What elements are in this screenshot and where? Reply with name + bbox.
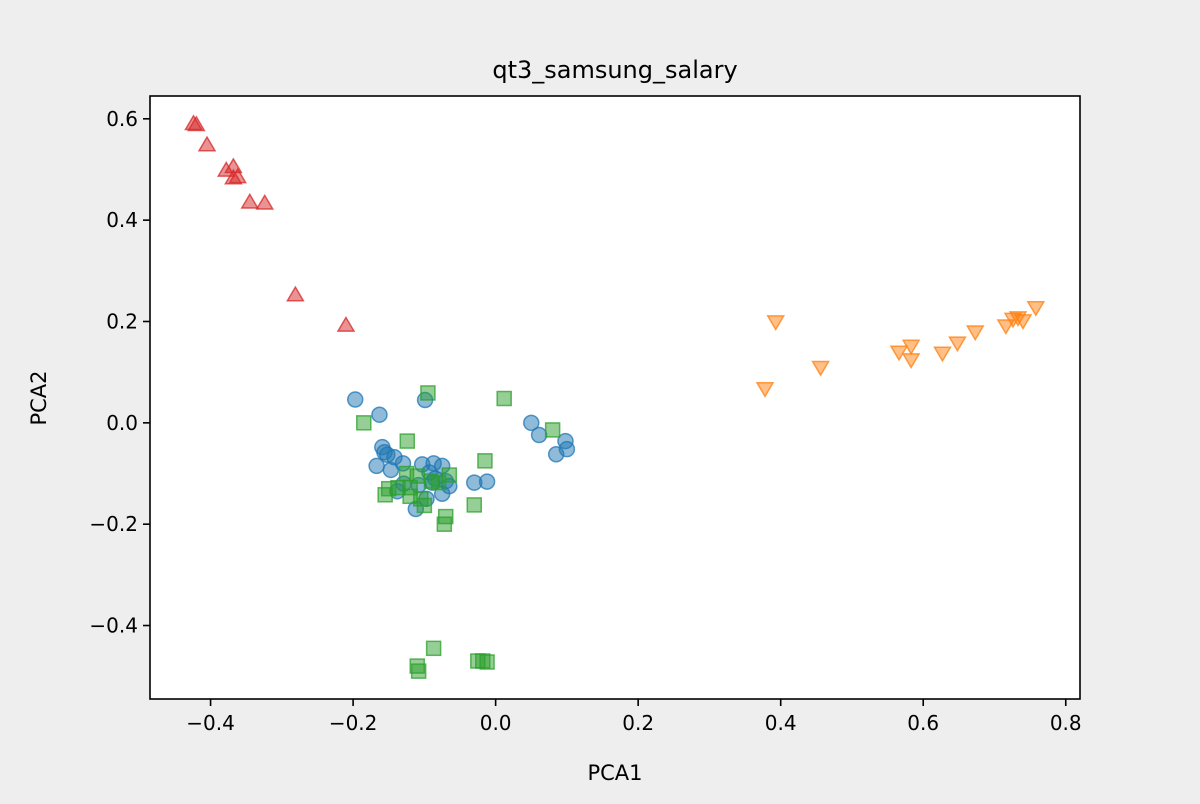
data-point <box>965 325 985 342</box>
data-point <box>240 192 260 209</box>
plot-area <box>150 96 1080 699</box>
data-point <box>901 339 921 356</box>
y-tick-label: −0.4 <box>89 614 138 638</box>
x-tick-label: 0.2 <box>622 711 654 735</box>
data-point <box>466 497 483 513</box>
data-point <box>479 654 495 670</box>
data-point <box>390 479 406 496</box>
x-tick-label: 0.8 <box>1050 711 1082 735</box>
data-point <box>544 422 561 438</box>
y-tick-label: 0.6 <box>106 107 138 131</box>
y-tick-label: 0.2 <box>106 309 138 333</box>
data-point <box>336 316 356 332</box>
data-point <box>346 391 364 408</box>
data-point <box>530 426 548 444</box>
x-axis-label: PCA1 <box>587 761 642 785</box>
x-tick-label: −0.2 <box>329 711 378 735</box>
y-tick-label: 0.4 <box>106 208 138 232</box>
data-point <box>356 415 372 431</box>
data-point <box>436 516 453 532</box>
data-point <box>416 497 433 514</box>
x-tick-label: 0.4 <box>765 711 797 735</box>
data-point <box>255 193 275 210</box>
data-point <box>996 319 1016 336</box>
data-point <box>901 353 921 369</box>
data-point <box>187 115 206 132</box>
x-tick-label: 0.6 <box>907 711 939 735</box>
y-tick-label: 0.0 <box>106 411 138 435</box>
data-point <box>377 487 393 503</box>
data-point <box>286 285 305 302</box>
data-point <box>478 473 496 490</box>
data-point <box>933 346 952 363</box>
data-point <box>399 433 416 449</box>
series-triangle_up <box>184 114 356 332</box>
data-point <box>558 440 576 458</box>
data-point <box>368 457 385 475</box>
data-points <box>184 114 1046 679</box>
data-point <box>420 385 436 401</box>
data-point <box>496 390 512 407</box>
data-point <box>811 360 830 377</box>
data-point <box>425 640 442 657</box>
series-triangle_down <box>755 300 1046 398</box>
plot-frame <box>149 95 1081 700</box>
data-point <box>948 336 967 353</box>
x-axis-ticks: −0.4 −0.2 0.0 0.2 0.4 0.6 0.8 <box>186 699 1082 735</box>
data-point <box>1013 314 1033 330</box>
data-point <box>1026 300 1046 317</box>
data-point <box>766 315 786 331</box>
data-point <box>477 453 493 469</box>
data-point <box>889 345 909 362</box>
chart-title: qt3_samsung_salary <box>492 56 737 84</box>
x-tick-label: 0.0 <box>480 711 512 735</box>
data-point <box>371 406 388 423</box>
y-axis-label: PCA2 <box>27 370 51 425</box>
data-point <box>523 414 540 432</box>
y-tick-label: −0.2 <box>89 512 138 536</box>
data-point <box>430 474 447 491</box>
series-square <box>356 385 561 679</box>
x-tick-label: −0.4 <box>186 711 235 735</box>
y-axis-ticks: −0.4 −0.2 0.0 0.2 0.4 0.6 <box>89 107 150 638</box>
data-point <box>755 382 775 398</box>
data-point <box>228 167 247 184</box>
data-point <box>197 135 217 152</box>
data-point <box>410 663 427 679</box>
